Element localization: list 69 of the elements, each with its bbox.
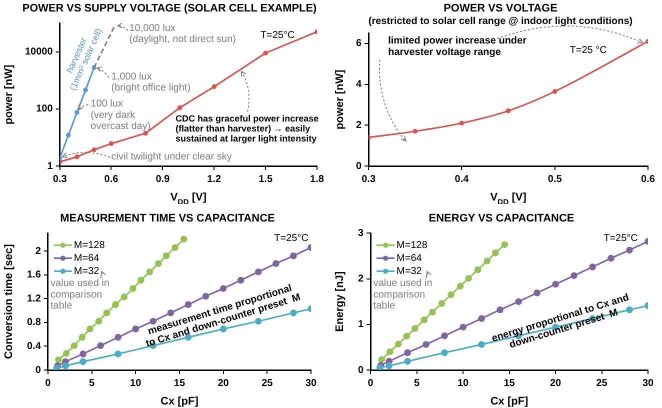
annotation: T=25°C <box>260 30 295 42</box>
y-tick-label: 0.8 <box>26 317 42 328</box>
legend-label: M=32 <box>396 266 422 277</box>
chart-title: POWER VS VOLTAGE <box>444 2 558 15</box>
annotation: value used in comparison table <box>373 278 432 312</box>
legend-label: M=32 <box>74 266 100 277</box>
x-tick-label: 5 <box>88 378 95 389</box>
x-tick-label: 0.3 <box>52 174 68 185</box>
x-tick-label: 20 <box>218 378 230 389</box>
legend-label: M=128 <box>74 240 106 251</box>
legend-label: M=128 <box>396 240 428 251</box>
x-tick-label: 30 <box>305 378 317 389</box>
y-tick-label: 1 <box>358 319 364 330</box>
y-tick-label: 0 <box>356 160 362 172</box>
x-tick-label: 10 <box>457 378 470 389</box>
x-tick-label: 15 <box>504 378 516 389</box>
annotation: limited power increase under harvester voltage range <box>388 36 527 58</box>
x-tick-label: 30 <box>642 378 654 389</box>
y-tick-label: 6 <box>356 38 362 50</box>
annotation: CDC has graceful power increase (flatter than harvester) → easily sustained at larger light intensity <box>176 114 319 144</box>
y-axis-title: power [nW] <box>334 69 346 130</box>
y-tick-label: 4 <box>356 79 362 90</box>
x-tick-label: 5 <box>414 378 420 389</box>
x-tick-label: 0.6 <box>641 174 656 185</box>
y-tick-label: 1 <box>47 160 54 172</box>
chart-title: MEASUREMENT TIME VS CAPACITANCE <box>60 212 275 225</box>
y-tick-label: 0.4 <box>26 340 42 352</box>
annotation: T=25 °C <box>570 44 607 56</box>
x-tick-label: 15 <box>174 378 186 389</box>
x-tick-label: 0.4 <box>454 174 470 185</box>
y-tick-label: 3 <box>358 228 364 239</box>
y-axis-title: Energy [nJ] <box>334 271 346 332</box>
x-tick-label: 25 <box>262 378 274 389</box>
x-tick-label: 25 <box>596 378 608 389</box>
y-tick-label: 1.6 <box>26 270 42 281</box>
x-tick-label: 0.3 <box>362 174 376 185</box>
x-tick-label: 1.8 <box>310 174 324 185</box>
annotation: 100 lux (very dark overcast day) <box>90 98 151 132</box>
y-tick-label: 2 <box>356 120 362 131</box>
y-tick-label: 0 <box>358 364 364 376</box>
x-tick-label: 10 <box>130 378 142 389</box>
annotation: civil twilight under clear sky <box>111 151 232 162</box>
x-tick-label: 1.5 <box>258 174 273 185</box>
y-axis-title: power [nW] <box>3 64 16 125</box>
annotation: 1,000 lux (bright office light) <box>111 72 191 94</box>
legend-label: M=64 <box>396 252 422 264</box>
y-tick-label: 2 <box>35 246 42 257</box>
annotation: T=25°C <box>274 232 308 244</box>
chart-title: POWER VS SUPPLY VOLTAGE (SOLAR CELL EXAMPLE) <box>22 2 317 15</box>
x-tick-label: 1.2 <box>207 174 222 185</box>
x-tick-label: 0.9 <box>156 174 170 185</box>
annotation: 10,000 lux (daylight, not direct sun) <box>129 22 236 46</box>
x-tick-label: 0.6 <box>104 174 119 185</box>
annotation: value used in comparison table <box>50 278 110 312</box>
x-axis-title: Cx [pF] <box>490 396 529 408</box>
y-tick-label: 10000 <box>24 46 54 58</box>
x-tick-label: 0.5 <box>548 174 562 185</box>
y-tick-label: 100 <box>36 104 54 115</box>
annotation: T=25°C <box>604 232 638 244</box>
chart-title: ENERGY VS CAPACITANCE <box>428 212 574 225</box>
x-tick-label: 20 <box>550 378 562 389</box>
chart-subtitle: (restricted to solar cell range @ indoor light conditions) <box>368 16 633 27</box>
y-tick-label: 2 <box>358 274 364 285</box>
y-tick-label: 0 <box>35 364 42 376</box>
y-tick-label: 1.2 <box>26 293 42 304</box>
x-axis-title: Cx [pF] <box>160 396 199 408</box>
y-axis-title: Conversion time [sec] <box>3 244 16 360</box>
x-tick-label: 0 <box>368 378 374 389</box>
legend-label: M=64 <box>74 252 100 264</box>
